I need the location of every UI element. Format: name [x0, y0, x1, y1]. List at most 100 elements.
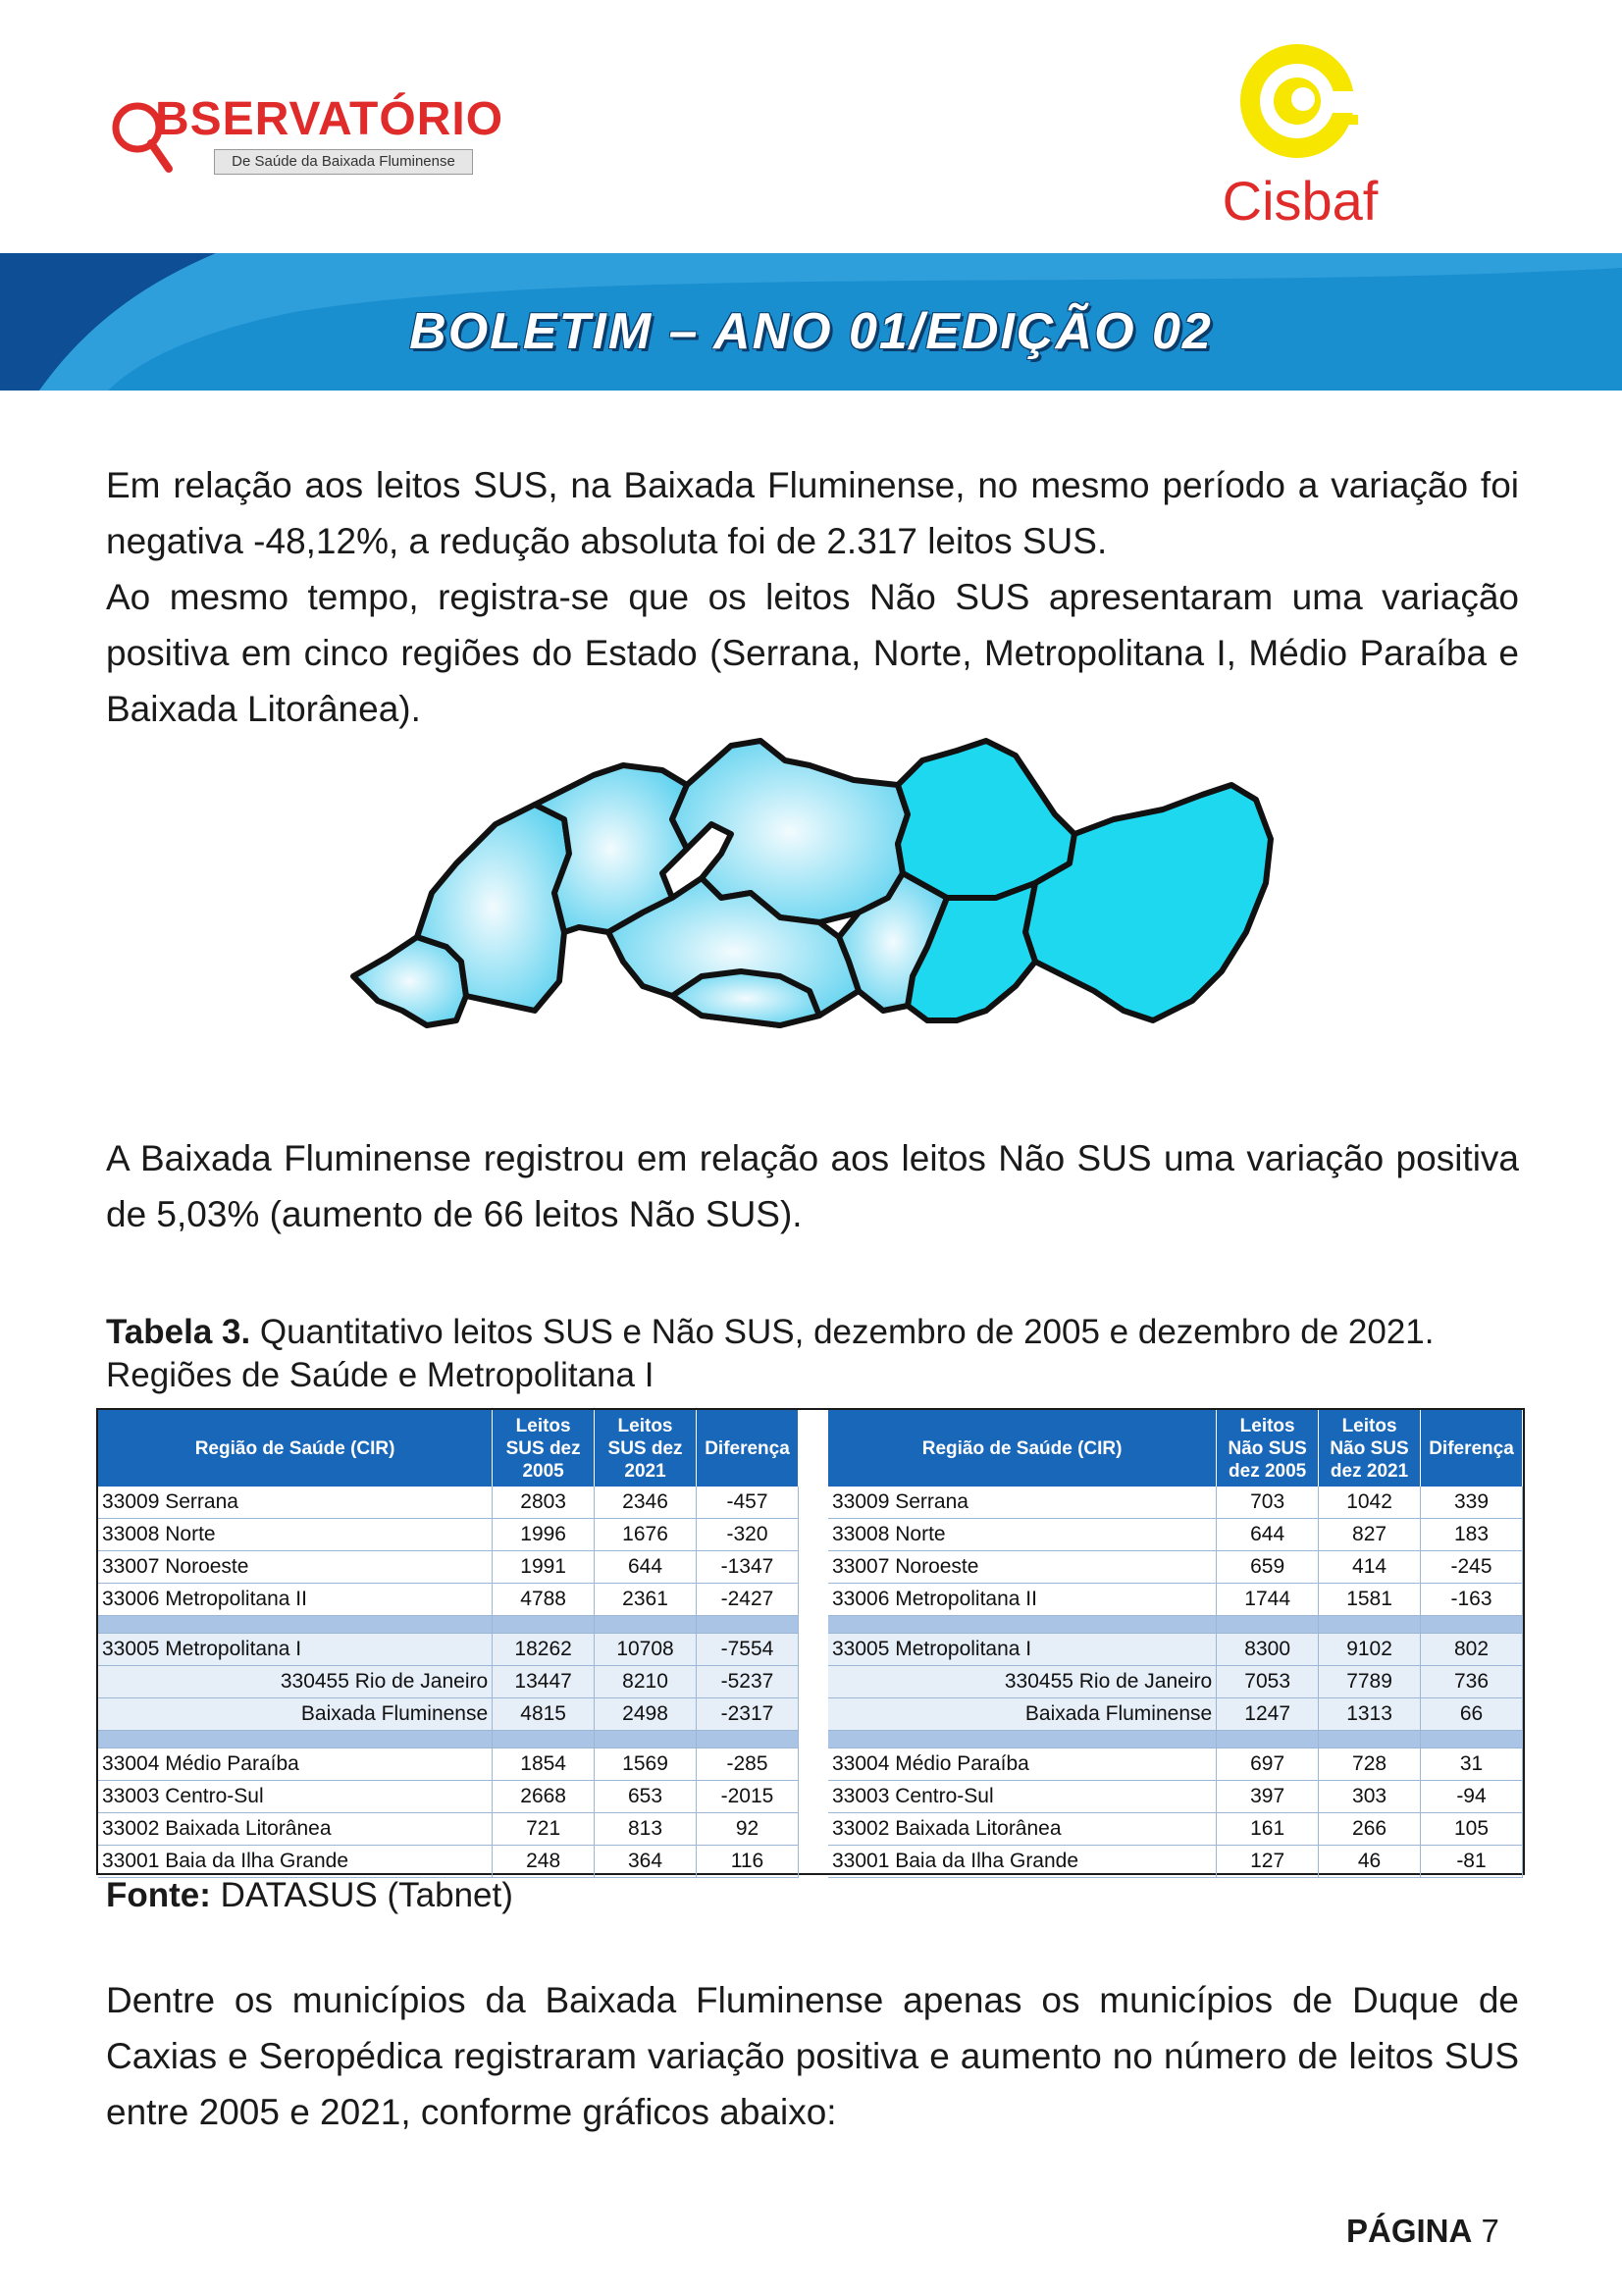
sus-separator-row [98, 1730, 800, 1748]
nao-sus-value-cell: -94 [1420, 1780, 1523, 1813]
nao-sus-region-cell: Baixada Fluminense [828, 1697, 1218, 1731]
sus-value-cell: -2427 [696, 1583, 800, 1616]
nao-sus-table-row: 33008 Norte 644 827 183 [828, 1518, 1523, 1551]
nao-sus-table-row: 33002 Baixada Litorânea 161 266 105 [828, 1812, 1523, 1846]
sus-value-cell: 364 [594, 1845, 697, 1878]
sus-beds-table: Região de Saúde (CIR) Leitos SUS dez 200… [98, 1410, 800, 1878]
sus-value-cell: -2015 [696, 1780, 800, 1813]
observatorio-subtitle: De Saúde da Baixada Fluminense [214, 149, 473, 175]
sus-separator-cell [492, 1615, 596, 1634]
sus-value-cell: 1854 [492, 1748, 596, 1781]
sus-table-row: 33008 Norte 1996 1676 -320 [98, 1518, 800, 1551]
nao-sus-value-cell: 728 [1318, 1748, 1421, 1781]
sus-table-row: 33001 Baia da Ilha Grande 248 364 116 [98, 1845, 800, 1878]
middle-paragraph: A Baixada Fluminense registrou em relaçã… [106, 1138, 1519, 1234]
table-caption-label: Tabela 3. [106, 1313, 251, 1351]
nao-sus-value-cell: 1744 [1216, 1583, 1320, 1616]
sus-table-row: 330455 Rio de Janeiro 13447 8210 -5237 [98, 1665, 800, 1698]
nao-sus-value-cell: 66 [1420, 1697, 1523, 1731]
nao-sus-value-cell: 802 [1420, 1633, 1523, 1666]
nao-sus-value-cell: 1581 [1318, 1583, 1421, 1616]
nao-sus-value-cell: -163 [1420, 1583, 1523, 1616]
nao-sus-table-row: 33007 Noroeste 659 414 -245 [828, 1550, 1523, 1584]
nao-sus-value-cell: -81 [1420, 1845, 1523, 1878]
sus-table-row: 33004 Médio Paraíba 1854 1569 -285 [98, 1748, 800, 1781]
sus-region-cell: 33004 Médio Paraíba [98, 1748, 494, 1781]
nao-sus-region-cell: 33009 Serrana [828, 1487, 1218, 1519]
nao-sus-header-diff: Diferença [1420, 1410, 1523, 1487]
sus-value-cell: 18262 [492, 1633, 596, 1666]
sus-table-row: 33003 Centro-Sul 2668 653 -2015 [98, 1780, 800, 1813]
sus-value-cell: 653 [594, 1780, 697, 1813]
source-label: Fonte: [106, 1876, 211, 1914]
nao-sus-region-cell: 33004 Médio Paraíba [828, 1748, 1218, 1781]
sus-value-cell: -5237 [696, 1665, 800, 1698]
sus-table-row: 33007 Noroeste 1991 644 -1347 [98, 1550, 800, 1584]
sus-region-cell: 33006 Metropolitana II [98, 1583, 494, 1616]
nao-sus-value-cell: 1247 [1216, 1697, 1320, 1731]
tables-frame [96, 1408, 1525, 1875]
nao-sus-separator-cell [1420, 1730, 1523, 1748]
sus-separator-cell [594, 1730, 697, 1748]
table-caption: Tabela 3. Quantitativo leitos SUS e Não … [106, 1311, 1539, 1397]
nao-sus-value-cell: 9102 [1318, 1633, 1421, 1666]
nao-sus-table-row: 33006 Metropolitana II 1744 1581 -163 [828, 1583, 1523, 1616]
sus-table-header: Região de Saúde (CIR) Leitos SUS dez 200… [98, 1410, 800, 1487]
sus-value-cell: 813 [594, 1812, 697, 1846]
nao-sus-region-cell: 33002 Baixada Litorânea [828, 1812, 1218, 1846]
map-region-rio-de-janeiro [669, 968, 822, 1028]
page-footer: PÁGINA 7 [1346, 2213, 1499, 2250]
nao-sus-header-2005: Leitos Não SUS dez 2005 [1216, 1410, 1320, 1487]
nao-sus-separator-row [828, 1615, 1523, 1634]
nao-sus-value-cell: 703 [1216, 1487, 1320, 1519]
table-source: Fonte: DATASUS (Tabnet) [106, 1876, 513, 1915]
closing-text: Dentre os municípios da Baixada Fluminen… [106, 1972, 1519, 2140]
sus-value-cell: -2317 [696, 1697, 800, 1731]
sus-value-cell: 4815 [492, 1697, 596, 1731]
nao-sus-separator-cell [1216, 1730, 1320, 1748]
sus-value-cell: 248 [492, 1845, 596, 1878]
sus-value-cell: 1676 [594, 1518, 697, 1551]
sus-separator-cell [696, 1615, 800, 1634]
sus-separator-cell [696, 1730, 800, 1748]
nao-sus-table-row: 33004 Médio Paraíba 697 728 31 [828, 1748, 1523, 1781]
closing-paragraph: Dentre os municípios da Baixada Fluminen… [106, 1980, 1519, 2132]
page-label: PÁGINA [1346, 2213, 1473, 2249]
sus-region-cell: 33007 Noroeste [98, 1550, 494, 1584]
rj-regions-map [348, 726, 1281, 1079]
nao-sus-value-cell: 1313 [1318, 1697, 1421, 1731]
sus-value-cell: 1996 [492, 1518, 596, 1551]
source-text: DATASUS (Tabnet) [210, 1876, 513, 1914]
nao-sus-value-cell: 1042 [1318, 1487, 1421, 1519]
sus-value-cell: -457 [696, 1487, 800, 1519]
cisbaf-emblem-icon [1240, 44, 1364, 158]
nao-sus-value-cell: 46 [1318, 1845, 1421, 1878]
sus-value-cell: 116 [696, 1845, 800, 1878]
nao-sus-region-cell: 33008 Norte [828, 1518, 1218, 1551]
sus-header-region: Região de Saúde (CIR) [98, 1410, 494, 1487]
sus-value-cell: 2668 [492, 1780, 596, 1813]
sus-header-diff: Diferença [696, 1410, 800, 1487]
intro-text: Em relação aos leitos SUS, na Baixada Fl… [106, 457, 1519, 737]
sus-value-cell: 2803 [492, 1487, 596, 1519]
nao-sus-region-cell: 33006 Metropolitana II [828, 1583, 1218, 1616]
nao-sus-region-cell: 33003 Centro-Sul [828, 1780, 1218, 1813]
sus-separator-cell [594, 1615, 697, 1634]
nao-sus-value-cell: 8300 [1216, 1633, 1320, 1666]
nao-sus-value-cell: 697 [1216, 1748, 1320, 1781]
nao-sus-value-cell: 659 [1216, 1550, 1320, 1584]
nao-sus-table-row: Baixada Fluminense 1247 1313 66 [828, 1697, 1523, 1731]
nao-sus-table-row: 33003 Centro-Sul 397 303 -94 [828, 1780, 1523, 1813]
sus-value-cell: 721 [492, 1812, 596, 1846]
nao-sus-header-region: Região de Saúde (CIR) [828, 1410, 1218, 1487]
nao-sus-region-cell: 33007 Noroeste [828, 1550, 1218, 1584]
nao-sus-separator-cell [1318, 1730, 1421, 1748]
sus-separator-cell [98, 1615, 494, 1634]
nao-sus-value-cell: 105 [1420, 1812, 1523, 1846]
magnifier-icon [112, 102, 173, 173]
nao-sus-table-row: 33009 Serrana 703 1042 339 [828, 1487, 1523, 1519]
sus-region-cell: 33003 Centro-Sul [98, 1780, 494, 1813]
nao-sus-value-cell: 183 [1420, 1518, 1523, 1551]
sus-region-cell: 330455 Rio de Janeiro [98, 1665, 494, 1698]
nao-sus-beds-table: Região de Saúde (CIR) Leitos Não SUS dez… [828, 1410, 1523, 1878]
